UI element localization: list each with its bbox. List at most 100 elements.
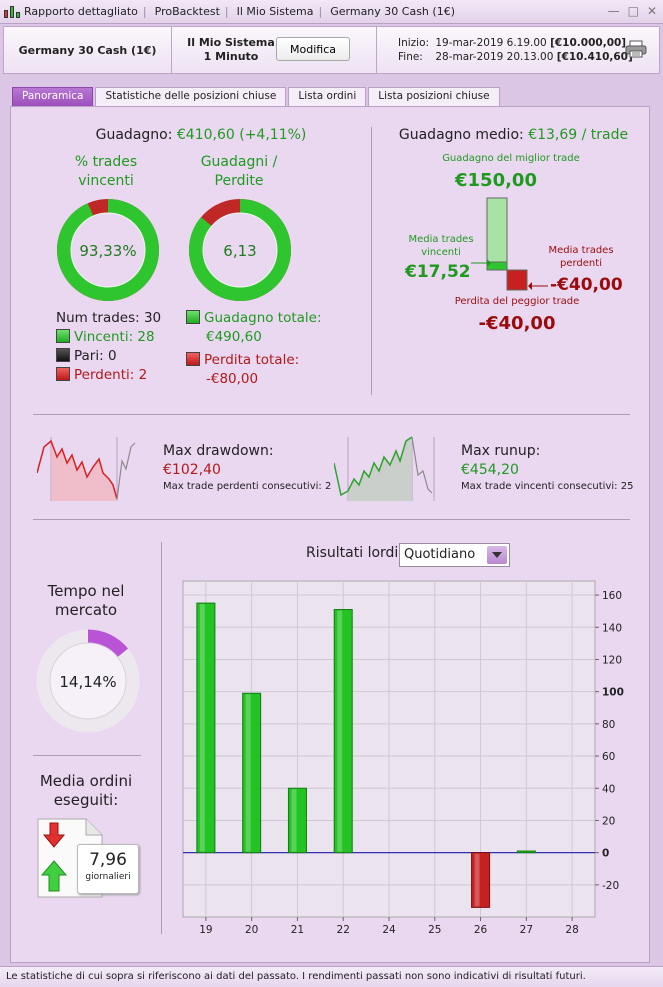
close-icon[interactable]: ✕	[646, 4, 657, 18]
chart-logo-icon	[3, 4, 21, 20]
window-title-report: Rapporto dettagliato	[24, 5, 138, 18]
avg-win-value: €17,52	[405, 262, 471, 282]
winners-legend-icon	[56, 329, 70, 343]
disclaimer: Le statistiche di cui sopra si riferisco…	[0, 966, 663, 987]
trade-counts: Num trades: 30 Vincenti: 28 Pari: 0 Perd…	[56, 309, 161, 385]
x-tick-label: 28	[565, 924, 578, 936]
end-capital: [€10.410,60]	[556, 51, 633, 63]
symbol-name: Germany 30 Cash (1€)	[4, 27, 172, 73]
orders-unit: giornalieri	[85, 872, 131, 882]
end-date: 28-mar-2019 20.13.00	[435, 51, 554, 63]
total-gain: Guadagno: €410,60 (+4,11%)	[95, 127, 307, 143]
x-tick-label: 22	[337, 924, 350, 936]
tab-closed-position-list[interactable]: Lista posizioni chiuse	[368, 87, 500, 106]
y-tick-label: 120	[602, 654, 622, 666]
winners-count: Vincenti: 28	[74, 329, 155, 345]
even-legend-icon	[56, 348, 70, 362]
chevron-down-icon[interactable]	[487, 546, 507, 564]
drawdown-sparkline	[37, 437, 136, 501]
max-drawdown-value: €102,40	[163, 462, 221, 478]
market-time-value: 14,14%	[59, 673, 116, 691]
gainloss-value: 6,13	[223, 242, 256, 260]
results-chart: 19 20 21 22 24 25 26 27 28 160 140 120 100 80 60 40 20 0…	[182, 580, 624, 936]
avg-gain-value: €13,69 / trade	[528, 127, 629, 143]
total-gain-icon	[186, 310, 200, 324]
window-title-system: Il Mio Sistema	[236, 5, 314, 18]
x-tick-label: 27	[520, 924, 533, 936]
gainloss-title: Guadagni / Perdite	[200, 154, 278, 189]
avg-win-arrow-icon	[471, 259, 491, 267]
winrate-title: % trades vincenti	[74, 154, 138, 189]
y-tick-label: 80	[602, 719, 615, 731]
date-range: Inizio: 19-mar-2019 6.19.00 [€10.000,00]…	[398, 37, 633, 63]
bar-22[interactable]	[333, 609, 353, 854]
y-tick-label: -20	[602, 880, 619, 892]
winrate-donut: 93,33%	[57, 199, 159, 301]
gain-loss-totals: Guadagno totale: €490,60 Perdita totale:…	[186, 309, 322, 389]
avg-loss-arrow-icon	[528, 282, 548, 290]
avg-gain: Guadagno medio: €13,69 / trade	[398, 127, 629, 143]
bar-27[interactable]	[516, 850, 536, 854]
bar-26[interactable]	[471, 852, 491, 908]
bar-highlight	[474, 853, 480, 907]
avg-win-label: Media trades vincenti	[408, 234, 474, 258]
maximize-icon[interactable]: □	[627, 4, 639, 18]
total-trades: Num trades: 30	[56, 310, 162, 326]
even-count: Pari: 0	[74, 348, 117, 364]
printer-icon[interactable]	[625, 40, 647, 58]
system-info: Il Mio Sistema 1 Minuto Modifica	[172, 27, 377, 73]
start-capital: [€10.000,00]	[550, 37, 627, 49]
bar-highlight	[337, 610, 343, 852]
report-header: Germany 30 Cash (1€) Il Mio Sistema 1 Mi…	[3, 26, 660, 74]
y-tick-label: 140	[602, 622, 622, 634]
period-select[interactable]: Quotidiano	[399, 543, 510, 567]
y-tick-label: 20	[602, 815, 615, 827]
x-tick-label: 26	[474, 924, 488, 936]
max-drawdown-label: Max drawdown:	[163, 443, 274, 459]
y-tick-label: 160	[602, 590, 622, 602]
max-consec-winners: Max trade vincenti consecutivi: 25	[461, 481, 634, 492]
total-loss-icon	[186, 352, 200, 366]
orders-value: 7,96	[89, 850, 127, 870]
best-trade-value: €150,00	[455, 170, 537, 191]
minimize-icon[interactable]: —	[607, 4, 620, 18]
bar-19[interactable]	[196, 602, 216, 854]
x-tick-label: 20	[245, 924, 258, 936]
bar-highlight	[245, 694, 251, 852]
title-bar: Rapporto dettagliato | ProBacktest | Il …	[0, 0, 663, 24]
best-trade-label: Guadagno del miglior trade	[442, 153, 580, 164]
market-time-title: Tempo nel mercato	[47, 582, 125, 619]
y-tick-label: 60	[602, 751, 615, 763]
period-select-value: Quotidiano	[404, 547, 476, 562]
tab-overview[interactable]: Panoramica	[12, 87, 94, 106]
orders-card: 7,96 giornalieri	[77, 844, 139, 894]
total-gain-label: Guadagno totale:	[204, 310, 322, 326]
x-tick-label: 24	[382, 924, 396, 936]
avg-trade-bars	[486, 197, 528, 291]
worst-trade-label: Perdita del peggior trade	[454, 296, 580, 307]
max-consec-losers: Max trade perdenti consecutivi: 2	[163, 481, 332, 492]
modify-button[interactable]: Modifica	[276, 37, 350, 61]
max-runup-label: Max runup:	[461, 443, 541, 459]
bar-highlight	[199, 604, 205, 852]
orders-title: Media ordini eseguiti:	[39, 772, 133, 809]
total-gain-amount: €490,60	[206, 329, 262, 345]
total-loss-label: Perdita totale:	[204, 352, 300, 368]
avg-loss-value: -€40,00	[550, 275, 623, 295]
tab-closed-position-stats[interactable]: Statistiche delle posizioni chiuse	[95, 87, 287, 106]
bar-20[interactable]	[242, 692, 262, 854]
bar-21[interactable]	[287, 787, 307, 854]
tab-bar: Panoramica Statistiche delle posizioni c…	[12, 87, 502, 106]
x-tick-label: 25	[428, 924, 441, 936]
y-tick-label: 0	[602, 848, 609, 860]
results-title: Risultati lordi	[306, 545, 399, 561]
gainloss-donut: 6,13	[189, 199, 291, 301]
total-gain-value: €410,60 (+4,11%)	[176, 127, 307, 143]
tab-order-list[interactable]: Lista ordini	[288, 87, 367, 106]
window-title-probacktest: ProBacktest	[154, 5, 220, 18]
avg-loss-label: Media trades perdenti	[548, 245, 614, 269]
runup-sparkline	[334, 436, 435, 501]
system-timeframe: 1 Minuto	[203, 50, 259, 63]
start-date: 19-mar-2019 6.19.00	[435, 37, 547, 49]
market-time-donut: 14,14%	[36, 629, 140, 733]
